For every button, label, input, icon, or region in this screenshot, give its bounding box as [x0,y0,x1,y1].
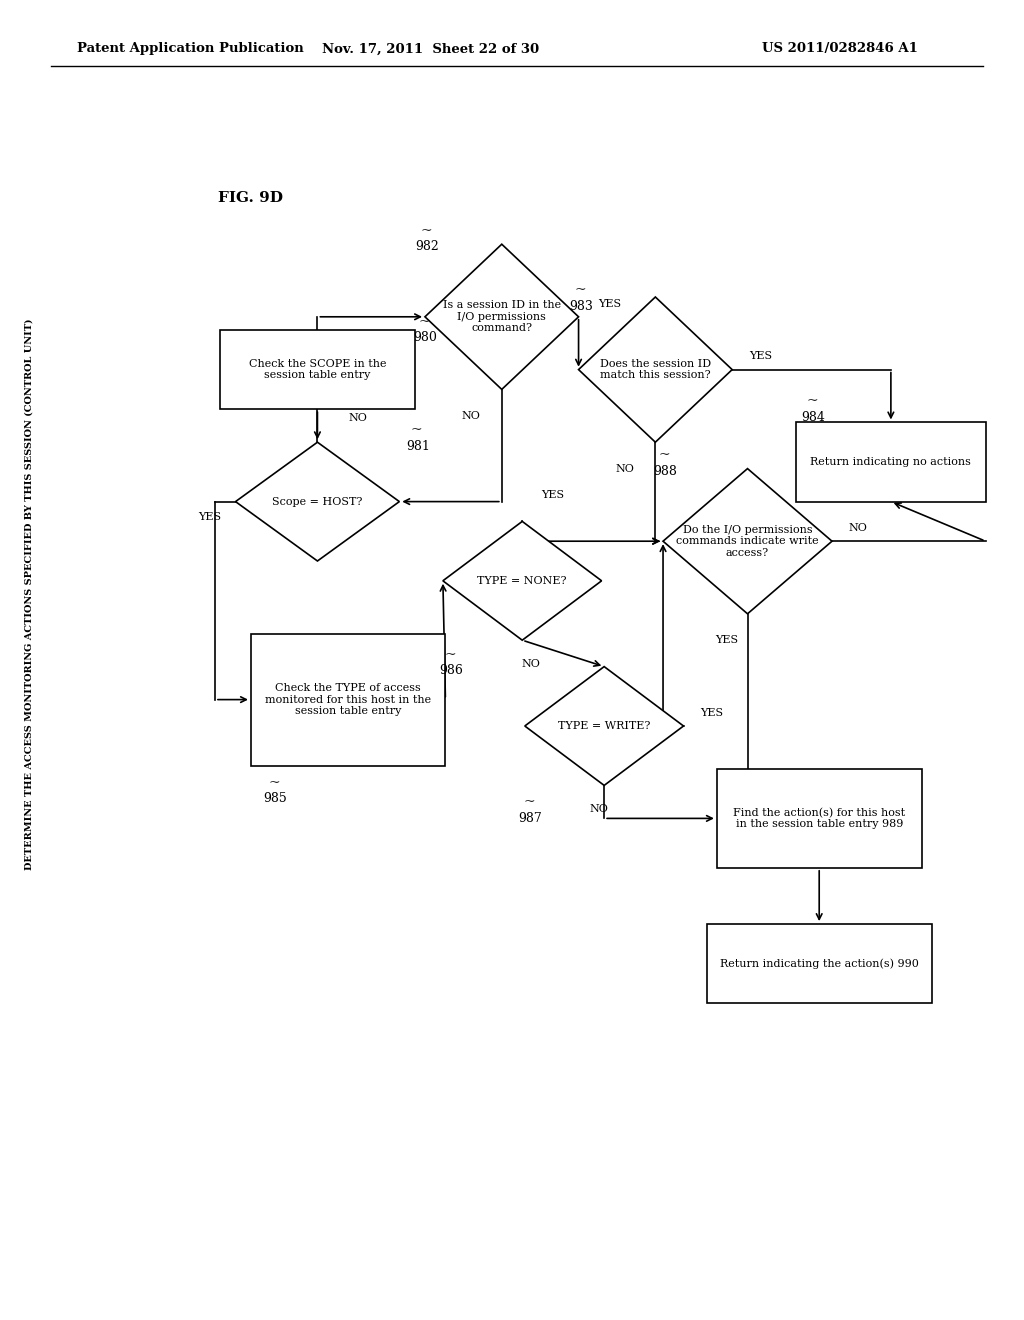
Text: Patent Application Publication: Patent Application Publication [77,42,303,55]
Text: 981: 981 [406,440,430,453]
Text: FIG. 9D: FIG. 9D [218,191,284,205]
Polygon shape [579,297,732,442]
FancyBboxPatch shape [707,924,932,1003]
Text: 984: 984 [801,411,825,424]
Text: NO: NO [848,523,867,533]
Text: YES: YES [598,298,621,309]
Text: ~: ~ [418,315,430,329]
FancyBboxPatch shape [717,768,922,869]
Text: Do the I/O permissions
commands indicate write
access?: Do the I/O permissions commands indicate… [676,524,819,558]
Polygon shape [442,521,602,640]
Polygon shape [425,244,579,389]
Text: ~: ~ [268,776,281,789]
Text: Return indicating no actions: Return indicating no actions [810,457,972,467]
Text: NO: NO [590,804,608,814]
Text: ~: ~ [444,648,457,661]
Text: TYPE = WRITE?: TYPE = WRITE? [558,721,650,731]
Text: NO: NO [462,411,480,421]
FancyBboxPatch shape [220,330,415,409]
FancyBboxPatch shape [251,634,445,766]
Text: Nov. 17, 2011  Sheet 22 of 30: Nov. 17, 2011 Sheet 22 of 30 [322,42,539,55]
Text: 982: 982 [415,240,439,253]
Text: 980: 980 [413,331,437,345]
Text: ~: ~ [658,449,671,462]
Text: NO: NO [349,413,368,424]
Text: YES: YES [542,490,564,500]
Text: 983: 983 [569,300,594,313]
Text: YES: YES [750,351,772,362]
Text: 987: 987 [518,812,543,825]
Text: 985: 985 [263,792,288,805]
Text: Find the action(s) for this host
in the session table entry 989: Find the action(s) for this host in the … [733,808,905,829]
Text: YES: YES [716,635,738,645]
Text: YES: YES [199,512,221,523]
FancyBboxPatch shape [797,422,985,502]
Text: Scope = HOST?: Scope = HOST? [272,496,362,507]
Text: 988: 988 [653,465,678,478]
Polygon shape [524,667,684,785]
Text: YES: YES [700,708,724,718]
Text: ~: ~ [411,424,423,437]
Text: DETERMINE THE ACCESS MONITORING ACTIONS SPECIFIED BY THIS SESSION (CONTROL UNIT): DETERMINE THE ACCESS MONITORING ACTIONS … [25,318,33,870]
Text: 986: 986 [439,664,464,677]
Text: Is a session ID in the
I/O permissions
command?: Is a session ID in the I/O permissions c… [442,300,561,334]
Text: Does the session ID
match this session?: Does the session ID match this session? [600,359,711,380]
Text: NO: NO [615,463,634,474]
Text: ~: ~ [574,284,587,297]
Text: TYPE = NONE?: TYPE = NONE? [477,576,567,586]
Text: Check the SCOPE in the
session table entry: Check the SCOPE in the session table ent… [249,359,386,380]
Text: ~: ~ [523,796,536,809]
Text: US 2011/0282846 A1: US 2011/0282846 A1 [762,42,918,55]
Text: ~: ~ [420,224,432,238]
Text: Check the TYPE of access
monitored for this host in the
session table entry: Check the TYPE of access monitored for t… [265,682,431,717]
Text: NO: NO [521,659,540,669]
Polygon shape [664,469,831,614]
Polygon shape [236,442,399,561]
Text: Return indicating the action(s) 990: Return indicating the action(s) 990 [720,958,919,969]
Text: ~: ~ [806,395,818,408]
